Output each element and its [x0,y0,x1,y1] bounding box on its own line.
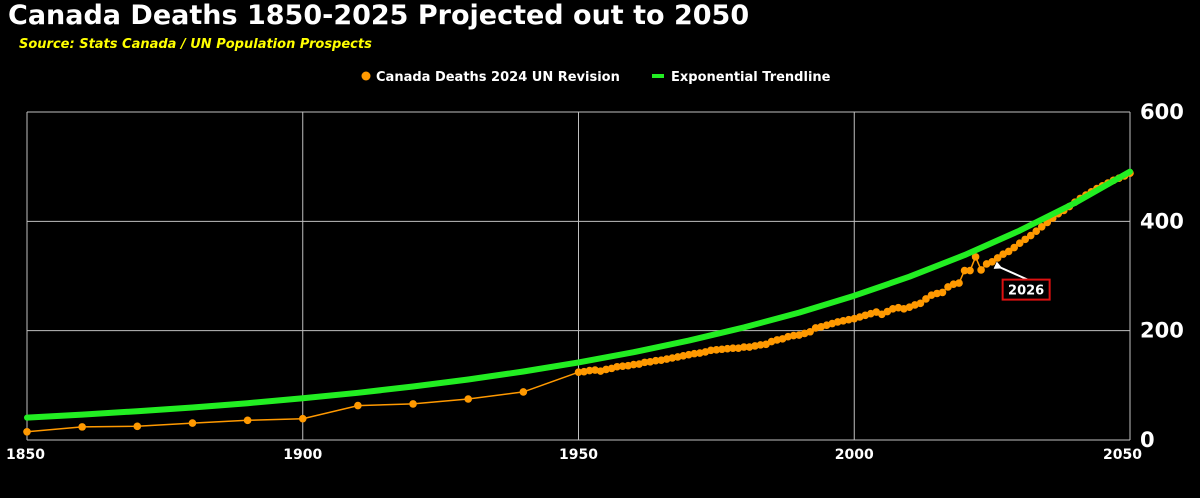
deaths-point-1983 [756,341,765,349]
deaths-point-1977 [723,344,732,353]
deaths-point-2020 [960,266,969,275]
legend-label-trend: Exponential Trendline [671,70,831,85]
annotation-arrow [993,261,1029,281]
deaths-point-1989 [789,331,798,340]
deaths-point-2031 [1021,235,1030,244]
legend: Canada Deaths 2024 UN Revision Exponenti… [361,70,831,85]
deaths-point-1860 [78,423,86,431]
deaths-point-1976 [718,345,726,354]
deaths-point-1850 [23,428,31,436]
annotations: 2026 [993,261,1051,301]
annotation-label: 2026 [1008,284,1044,299]
deaths-point-1890 [243,416,252,425]
trend-line [24,168,1133,421]
deaths-point-1920 [409,400,417,408]
deaths-point-1870 [133,422,142,431]
deaths-point-2022 [971,253,980,261]
deaths-point-1950 [574,368,583,377]
y-tick-label-0: 0 [1140,428,1155,452]
deaths-point-2030 [1015,239,1024,247]
x-axis-ticks: 1850 1900 1950 2000 2050 [6,447,1142,463]
y-axis-ticks: 0 200 400 600 [1140,100,1184,452]
deaths-point-2028 [1004,247,1013,256]
deaths-point-2029 [1010,243,1018,252]
deaths-point-1964 [651,356,660,365]
deaths-point-1930 [464,395,473,403]
x-tick-label-1950: 1950 [559,447,598,463]
deaths-point-2033 [1032,227,1041,235]
y-tick-label-200: 200 [1140,319,1184,343]
deaths-point-1992 [806,327,814,336]
deaths-point-1962 [640,358,649,367]
deaths-point-2016 [938,288,947,297]
deaths-point-1880 [188,419,197,427]
deaths-point-2023 [977,266,985,274]
deaths-point-1960 [629,360,638,369]
chart-subtitle: Source: Stats Canada / UN Population Pro… [19,37,372,52]
deaths-point-1971 [690,349,699,358]
deaths-point-2012 [916,299,925,308]
deaths-point-2019 [955,279,963,287]
deaths-point-1974 [707,346,715,355]
deaths-point-1957 [613,362,621,371]
x-tick-label-1900: 1900 [283,447,322,463]
deaths-point-1975 [712,346,721,354]
x-tick-label-2050: 2050 [1103,447,1142,463]
x-tick-label-2000: 2000 [835,447,874,463]
y-tick-label-400: 400 [1140,209,1184,233]
deaths-point-1958 [618,362,627,371]
y-tick-label-600: 600 [1140,100,1184,124]
deaths-point-2026 [993,254,1002,262]
series-trend [24,168,1133,421]
x-tick-label-1850: 1850 [6,447,45,463]
deaths-point-1940 [519,388,528,396]
deaths-point-2032 [1026,231,1035,240]
deaths-point-1900 [298,414,307,423]
deaths-point-1952 [585,366,594,375]
legend-label-deaths: Canada Deaths 2024 UN Revision [376,70,620,85]
deaths-point-1980 [740,343,748,351]
deaths-point-1978 [729,344,737,352]
annotation-box [1001,278,1051,301]
legend-marker-deaths [361,71,371,81]
deaths-point-1910 [354,401,362,410]
deaths-point-2034 [1037,223,1046,231]
deaths-point-2021 [966,266,974,275]
deaths-point-2013 [922,295,930,303]
grid [26,111,1131,441]
chart-title: Canada Deaths 1850-2025 Projected out to… [8,0,750,31]
